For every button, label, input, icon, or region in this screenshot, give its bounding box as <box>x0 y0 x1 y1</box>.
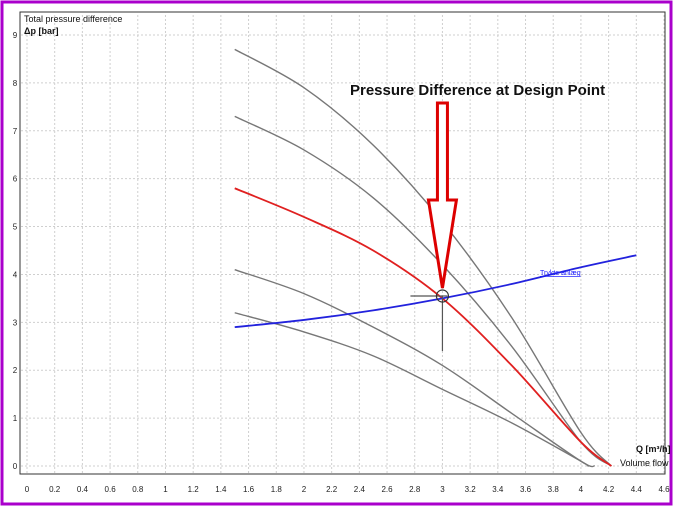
x-tick-label: 3.4 <box>492 485 504 494</box>
x-tick-label: 0.6 <box>105 485 117 494</box>
x-tick-label: 4.6 <box>658 485 670 494</box>
x-tick-label: 4.2 <box>603 485 615 494</box>
annotations <box>410 101 459 352</box>
x-tick-label: 0 <box>25 485 30 494</box>
x-tick-label: 2.6 <box>381 485 393 494</box>
x-tick-label: 2.4 <box>354 485 366 494</box>
x-tick-label: 2.2 <box>326 485 338 494</box>
system-curve-label: Trykte anlæg <box>540 270 581 277</box>
grid <box>21 15 665 474</box>
y-tick-label: 3 <box>13 318 18 327</box>
x-axis-label-sub: Volume flow <box>620 458 669 468</box>
y-tick-label: 1 <box>13 414 18 423</box>
x-tick-label: 1.6 <box>243 485 255 494</box>
x-tick-label: 1 <box>163 485 168 494</box>
x-tick-label: 1.8 <box>271 485 283 494</box>
design-point-annotation: Pressure Difference at Design Point <box>350 82 605 99</box>
pump-curve-5 <box>234 312 590 467</box>
y-axis-title-top: Total pressure difference <box>24 14 122 24</box>
y-tick-label: 4 <box>13 270 18 279</box>
x-tick-label: 3.8 <box>548 485 560 494</box>
red-down-arrow <box>426 101 459 289</box>
x-tick-label: 0.8 <box>132 485 144 494</box>
x-axis-label: Q [m³/h] <box>636 444 671 454</box>
x-tick-label: 4 <box>579 485 584 494</box>
x-tick-label: 0.2 <box>49 485 61 494</box>
y-tick-label: 9 <box>13 31 18 40</box>
design-point-marker <box>435 289 450 303</box>
x-tick-label: 2.8 <box>409 485 421 494</box>
y-tick-label: 6 <box>13 175 18 184</box>
x-tick-label: 4.4 <box>631 485 643 494</box>
y-tick-label: 5 <box>13 223 18 232</box>
y-tick-label: 7 <box>13 127 18 136</box>
x-tick-label: 0.4 <box>77 485 89 494</box>
x-tick-label: 2 <box>302 485 307 494</box>
x-tick-label: 1.2 <box>188 485 200 494</box>
y-axis-label: Δp [bar] <box>24 26 58 36</box>
x-tick-label: 1.4 <box>215 485 227 494</box>
y-tick-label: 8 <box>13 79 18 88</box>
plot-area <box>19 11 666 475</box>
x-tick-label: 3.2 <box>465 485 477 494</box>
y-tick-label: 2 <box>13 366 18 375</box>
tick-labels: 0 0.2 0.4 0.6 0.8 1 1.2 1.4 1.6 1.8 2 2.2 2.4 2.6 2.8 3… <box>13 31 670 494</box>
x-tick-label: 3.6 <box>520 485 532 494</box>
x-tick-label: 3 <box>440 485 445 494</box>
y-tick-label: 0 <box>13 462 18 471</box>
